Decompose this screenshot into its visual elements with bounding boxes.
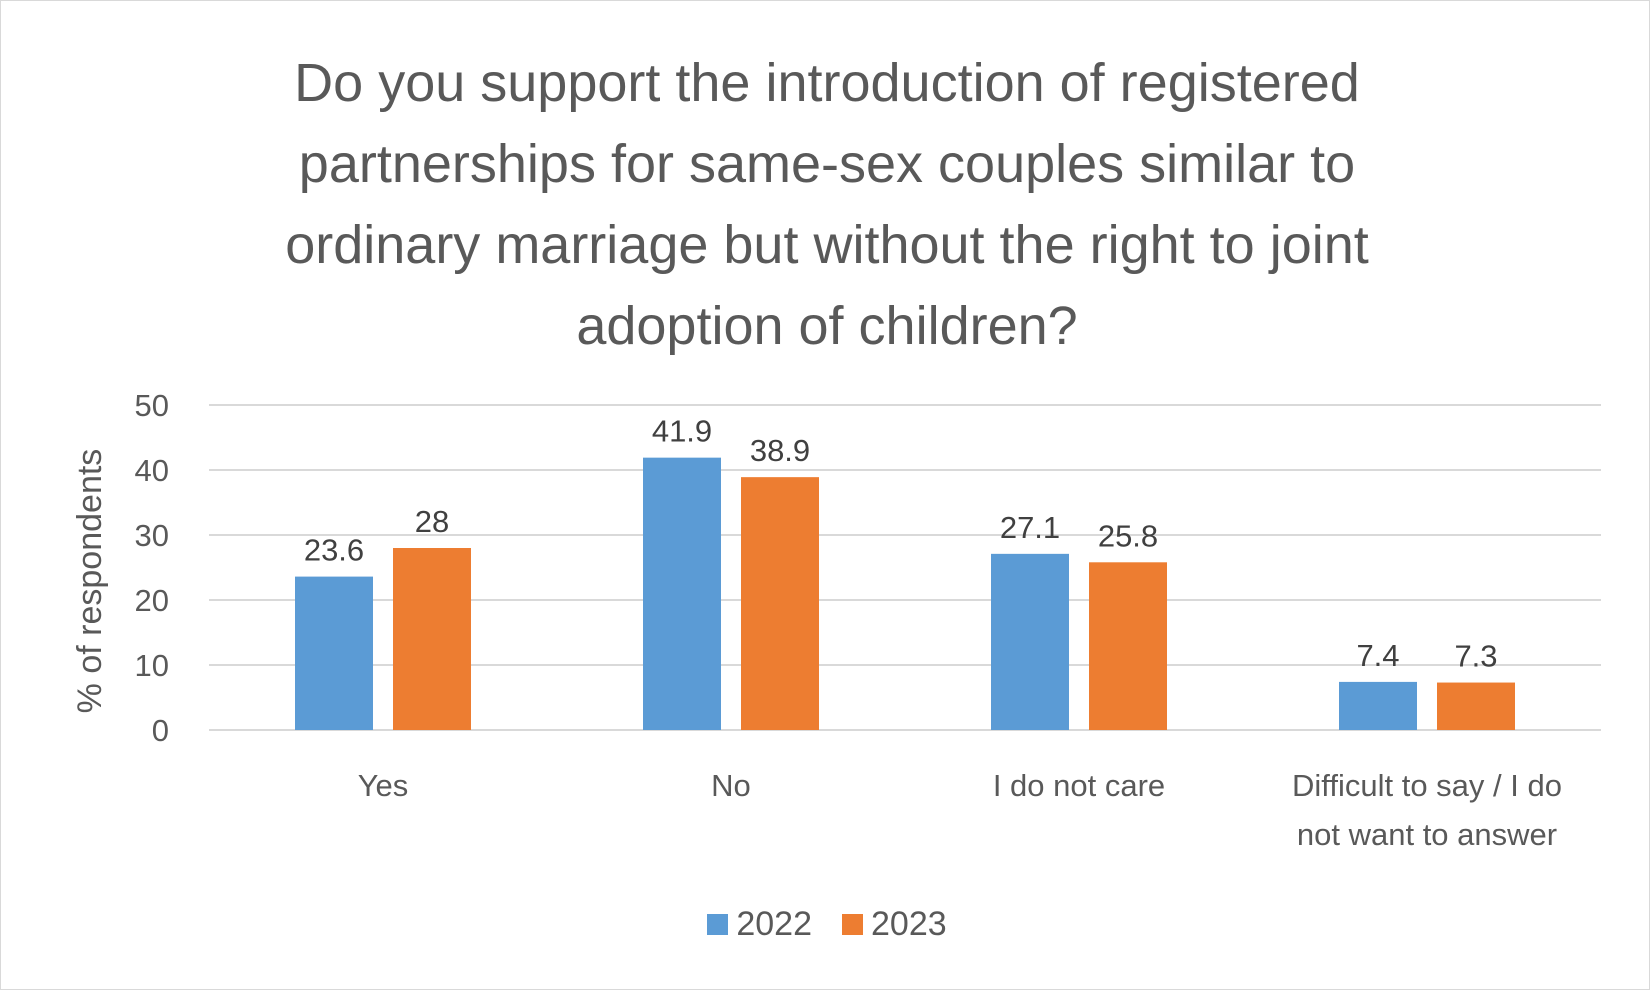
- legend-label-2022: 2022: [736, 905, 812, 943]
- data-label-2022-0: 23.6: [304, 533, 364, 568]
- bar-2022-3: [1339, 681, 1417, 730]
- data-label-2023-3: 7.3: [1454, 639, 1497, 674]
- data-label-2023-2: 25.8: [1098, 518, 1158, 553]
- legend-label-2023: 2023: [871, 905, 947, 943]
- legend: 2022 2023: [1, 905, 1652, 944]
- y-tick-label: 20: [135, 583, 169, 618]
- y-axis-label: % of respondents: [71, 449, 109, 714]
- legend-item-2023: 2023: [842, 905, 947, 944]
- chart-title-line-1: Do you support the introduction of regis…: [294, 53, 1360, 113]
- data-label-2023-0: 28: [415, 504, 449, 539]
- bar-2023-0: [393, 548, 471, 730]
- bar-2023-3: [1437, 682, 1515, 730]
- chart-title-line-3: ordinary marriage but without the right …: [285, 215, 1369, 275]
- category-label-2: I do not care: [993, 768, 1165, 803]
- category-labels: Yes No I do not care Difficult to say / I d…: [358, 768, 1562, 852]
- y-tick-label: 30: [135, 518, 169, 553]
- data-labels: 23.6 28 41.9 38.9 27.1 25.8 7.4 7.3: [304, 414, 1498, 674]
- category-label-1: No: [711, 768, 751, 803]
- data-label-2023-1: 38.9: [750, 433, 810, 468]
- bar-2022-1: [643, 457, 721, 730]
- category-label-3: not want to answer: [1297, 817, 1557, 852]
- chart-title-line-4: adoption of children?: [576, 296, 1078, 356]
- bar-2023-2: [1089, 562, 1167, 730]
- bar-2022-2: [991, 553, 1069, 730]
- y-tick-label: 40: [135, 453, 169, 488]
- y-axis-ticks: 0 10 20 30 40 50: [135, 388, 169, 748]
- chart-title: Do you support the introduction of regis…: [151, 43, 1503, 367]
- chart-title-line-2: partnerships for same-sex couples simila…: [298, 134, 1356, 194]
- bars: [295, 457, 1515, 730]
- bar-2023-1: [741, 477, 819, 730]
- bar-2022-0: [295, 576, 373, 730]
- legend-item-2022: 2022: [707, 905, 812, 944]
- category-label-3: Difficult to say / I do: [1292, 768, 1562, 803]
- y-tick-label: 50: [135, 388, 169, 423]
- data-label-2022-1: 41.9: [652, 414, 712, 449]
- category-label-0: Yes: [358, 768, 409, 803]
- data-label-2022-2: 27.1: [1000, 510, 1060, 545]
- y-tick-label: 0: [152, 713, 169, 748]
- legend-swatch-2023: [842, 914, 863, 935]
- legend-swatch-2022: [707, 914, 729, 935]
- data-label-2022-3: 7.4: [1356, 638, 1399, 673]
- y-tick-label: 10: [135, 648, 169, 683]
